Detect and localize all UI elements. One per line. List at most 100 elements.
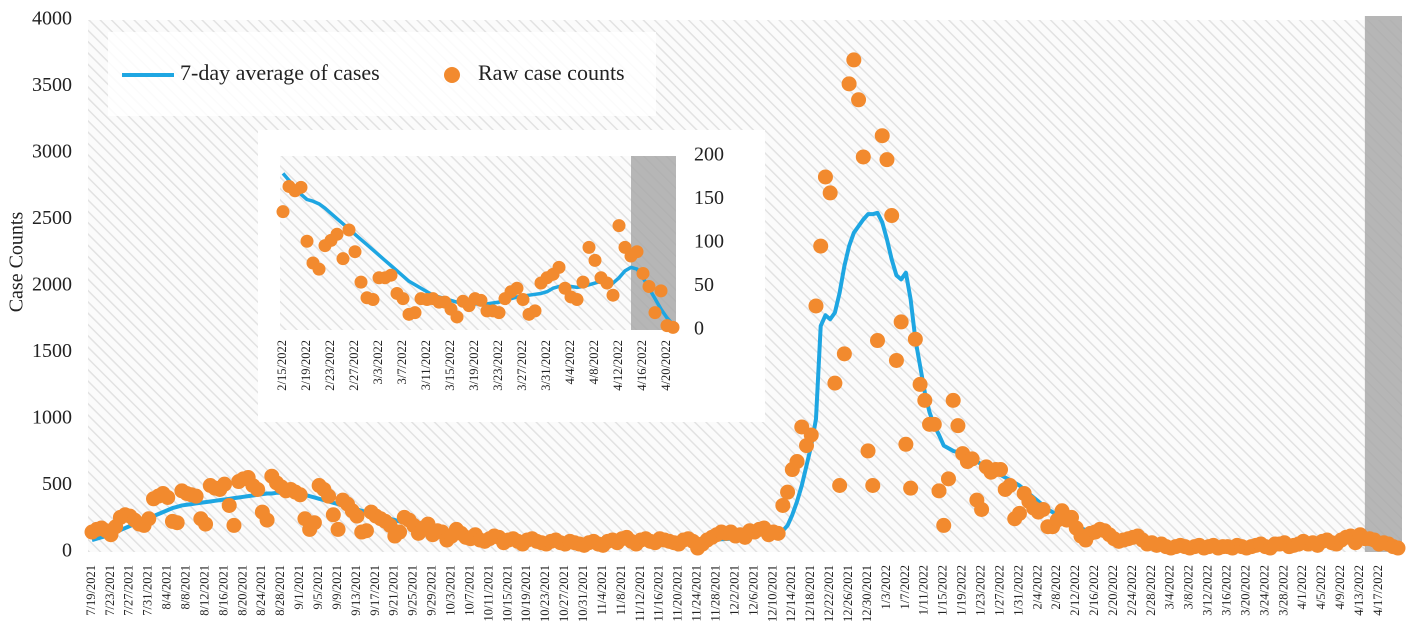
y-tick-label: 1000 bbox=[32, 407, 72, 429]
data-point bbox=[221, 497, 237, 513]
data-point bbox=[450, 310, 464, 324]
x-tick-label: 8/8/2021 bbox=[179, 565, 193, 609]
x-tick-label: 11/16/2021 bbox=[652, 565, 666, 621]
data-point bbox=[884, 208, 900, 224]
data-point bbox=[827, 375, 843, 391]
data-point bbox=[160, 489, 176, 505]
data-point bbox=[974, 501, 990, 517]
data-point bbox=[358, 523, 374, 539]
incomplete-data-shade bbox=[1364, 16, 1402, 552]
x-tick-label: 3/7/2022 bbox=[395, 340, 409, 384]
x-tick-label: 4/5/2022 bbox=[1314, 565, 1328, 609]
data-point bbox=[642, 280, 656, 293]
data-point bbox=[169, 515, 185, 531]
x-tick-label: 2/23/2022 bbox=[323, 340, 337, 391]
data-point bbox=[330, 227, 344, 241]
data-point bbox=[312, 262, 326, 276]
data-point bbox=[893, 314, 909, 330]
x-tick-label: 12/22/2021 bbox=[822, 565, 836, 622]
data-point bbox=[516, 293, 530, 307]
x-tick-label: 2/4/2022 bbox=[1030, 565, 1044, 609]
x-tick-label: 2/12/2022 bbox=[1068, 565, 1082, 616]
data-point bbox=[354, 275, 368, 289]
data-point bbox=[865, 478, 881, 493]
data-point bbox=[588, 253, 602, 267]
x-tick-label: 10/11/2021 bbox=[481, 565, 495, 621]
y-tick-label: 2000 bbox=[32, 274, 72, 296]
data-point bbox=[570, 293, 584, 307]
x-tick-label: 4/9/2022 bbox=[1333, 565, 1347, 609]
x-tick-label: 12/14/2021 bbox=[784, 565, 798, 622]
data-point bbox=[276, 205, 290, 219]
x-tick-label: 4/20/2022 bbox=[659, 340, 673, 391]
x-tick-label: 9/1/2021 bbox=[292, 565, 306, 609]
y-tick-label: 150 bbox=[694, 187, 724, 209]
x-tick-label: 2/8/2022 bbox=[1049, 565, 1063, 609]
data-point bbox=[306, 515, 322, 531]
y-tick-label: 3500 bbox=[32, 74, 72, 96]
x-tick-label: 3/8/2022 bbox=[1182, 565, 1196, 609]
data-point bbox=[666, 320, 680, 334]
y-tick-label: 200 bbox=[694, 144, 724, 166]
x-tick-label: 1/15/2022 bbox=[936, 565, 950, 616]
x-tick-label: 12/6/2021 bbox=[746, 565, 760, 616]
data-point bbox=[993, 462, 1009, 478]
data-point bbox=[384, 268, 398, 282]
x-tick-label: 10/15/2021 bbox=[500, 565, 514, 622]
data-point bbox=[294, 180, 308, 194]
data-point bbox=[612, 219, 626, 233]
data-point bbox=[342, 223, 356, 237]
x-tick-label: 3/19/2022 bbox=[467, 340, 481, 391]
y-tick-label: 2500 bbox=[32, 207, 72, 229]
legend-label: 7-day average of cases bbox=[180, 60, 380, 85]
data-point bbox=[855, 149, 871, 165]
y-tick-label: 0 bbox=[694, 318, 704, 340]
data-point bbox=[408, 306, 422, 320]
data-point bbox=[780, 484, 796, 500]
x-tick-label: 11/8/2021 bbox=[614, 565, 628, 615]
x-tick-label: 10/3/2021 bbox=[443, 565, 457, 616]
x-tick-label: 12/2/2021 bbox=[727, 565, 741, 616]
data-point bbox=[789, 454, 805, 470]
data-point bbox=[348, 245, 362, 259]
data-point bbox=[964, 451, 980, 467]
x-tick-label: 10/23/2021 bbox=[538, 565, 552, 622]
x-tick-label: 10/19/2021 bbox=[519, 565, 533, 622]
data-point bbox=[198, 516, 214, 532]
data-point bbox=[917, 392, 933, 408]
data-point bbox=[775, 497, 791, 513]
x-tick-label: 4/8/2022 bbox=[587, 340, 601, 384]
data-point bbox=[366, 293, 380, 307]
x-tick-label: 7/27/2021 bbox=[122, 565, 136, 616]
x-tick-label: 1/3/2022 bbox=[879, 565, 893, 609]
y-tick-label: 50 bbox=[694, 274, 714, 296]
x-tick-label: 11/4/2021 bbox=[595, 565, 609, 615]
data-point bbox=[931, 483, 947, 499]
data-point bbox=[846, 52, 862, 68]
x-tick-label: 3/31/2022 bbox=[539, 340, 553, 391]
x-tick-label: 3/12/2022 bbox=[1201, 565, 1215, 616]
x-tick-label: 2/28/2022 bbox=[1144, 565, 1158, 616]
x-tick-label: 10/27/2021 bbox=[557, 565, 571, 622]
x-tick-label: 7/19/2021 bbox=[84, 565, 98, 616]
x-tick-label: 1/23/2022 bbox=[973, 565, 987, 616]
x-tick-label: 10/31/2021 bbox=[576, 565, 590, 622]
y-tick-label: 500 bbox=[42, 473, 72, 495]
data-point bbox=[841, 76, 857, 92]
x-tick-label: 4/4/2022 bbox=[563, 340, 577, 384]
data-point bbox=[188, 488, 204, 504]
data-point bbox=[141, 511, 157, 527]
x-tick-label: 4/1/2022 bbox=[1295, 565, 1309, 609]
y-tick-label: 1500 bbox=[32, 340, 72, 362]
x-tick-label: 1/31/2022 bbox=[1011, 565, 1025, 616]
data-point bbox=[528, 304, 542, 318]
x-tick-label: 4/16/2022 bbox=[635, 340, 649, 391]
data-point bbox=[898, 436, 914, 452]
y-tick-label: 0 bbox=[62, 540, 72, 562]
x-tick-label: 2/16/2022 bbox=[1087, 565, 1101, 616]
data-point bbox=[349, 508, 365, 524]
data-point bbox=[396, 292, 410, 306]
data-point bbox=[836, 346, 852, 362]
data-point bbox=[888, 352, 904, 368]
